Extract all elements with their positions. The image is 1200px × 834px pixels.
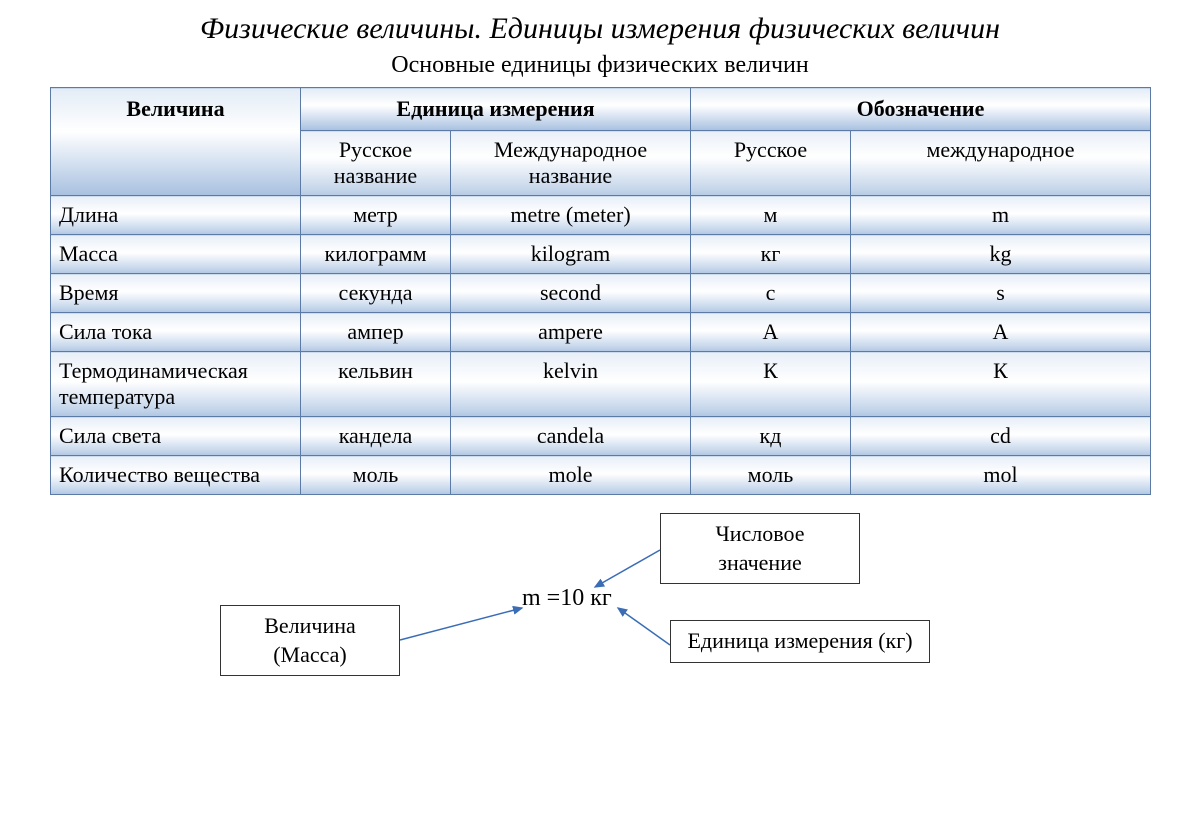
- th-unit-group: Единица измерения: [301, 88, 691, 131]
- cell-ru-sym: К: [691, 352, 851, 417]
- table-row: Сила токаамперampereАA: [51, 313, 1151, 352]
- table-row: Сила светаканделаcandelaкдcd: [51, 417, 1151, 456]
- cell-ru-name: кельвин: [301, 352, 451, 417]
- cell-int-sym: cd: [851, 417, 1151, 456]
- cell-ru-sym: с: [691, 274, 851, 313]
- cell-ru-name: моль: [301, 456, 451, 495]
- cell-quantity: Длина: [51, 196, 301, 235]
- th-ru-sym: Русское: [691, 131, 851, 196]
- cell-int-name: candela: [451, 417, 691, 456]
- cell-ru-name: секунда: [301, 274, 451, 313]
- table-row: Длинаметрmetre (meter)мm: [51, 196, 1151, 235]
- table-row: Термодинамическая температуракельвинkelv…: [51, 352, 1151, 417]
- cell-ru-sym: А: [691, 313, 851, 352]
- cell-int-sym: mol: [851, 456, 1151, 495]
- cell-quantity: Термодинамическая температура: [51, 352, 301, 417]
- cell-ru-sym: кд: [691, 417, 851, 456]
- cell-int-sym: A: [851, 313, 1151, 352]
- cell-quantity: Сила тока: [51, 313, 301, 352]
- cell-int-sym: kg: [851, 235, 1151, 274]
- table-header-row-1: Величина Единица измерения Обозначение: [51, 88, 1151, 131]
- cell-int-name: mole: [451, 456, 691, 495]
- cell-int-sym: К: [851, 352, 1151, 417]
- cell-int-sym: s: [851, 274, 1151, 313]
- units-table: Величина Единица измерения Обозначение Р…: [50, 87, 1151, 495]
- cell-ru-name: кандела: [301, 417, 451, 456]
- cell-int-name: kelvin: [451, 352, 691, 417]
- table-row: Количество веществамольmoleмольmol: [51, 456, 1151, 495]
- box-value: Числовое значение: [660, 513, 860, 584]
- th-int-name: Международное название: [451, 131, 691, 196]
- cell-quantity: Количество вещества: [51, 456, 301, 495]
- table-body: Длинаметрmetre (meter)мmМассакилограммki…: [51, 196, 1151, 495]
- cell-quantity: Масса: [51, 235, 301, 274]
- th-quantity: Величина: [51, 88, 301, 196]
- cell-ru-name: метр: [301, 196, 451, 235]
- cell-ru-sym: кг: [691, 235, 851, 274]
- cell-quantity: Время: [51, 274, 301, 313]
- subtitle: Основные единицы физических величин: [0, 50, 1200, 87]
- table-row: Массакилограммkilogramкгkg: [51, 235, 1151, 274]
- box-quantity: Величина (Масса): [220, 605, 400, 676]
- cell-ru-name: килограмм: [301, 235, 451, 274]
- cell-int-sym: m: [851, 196, 1151, 235]
- cell-ru-name: ампер: [301, 313, 451, 352]
- box-unit: Единица измерения (кг): [670, 620, 930, 663]
- th-symbol-group: Обозначение: [691, 88, 1151, 131]
- diagram: m =10 кг Величина (Масса) Числовое значе…: [50, 505, 1150, 715]
- page-title: Физические величины. Единицы измерения ф…: [0, 0, 1200, 50]
- th-int-sym: международное: [851, 131, 1151, 196]
- cell-int-name: kilogram: [451, 235, 691, 274]
- cell-quantity: Сила света: [51, 417, 301, 456]
- th-ru-name: Русское название: [301, 131, 451, 196]
- formula-text: m =10 кг: [522, 585, 612, 612]
- cell-ru-sym: м: [691, 196, 851, 235]
- cell-int-name: ampere: [451, 313, 691, 352]
- cell-int-name: second: [451, 274, 691, 313]
- cell-ru-sym: моль: [691, 456, 851, 495]
- cell-int-name: metre (meter): [451, 196, 691, 235]
- table-row: Времясекундаsecondсs: [51, 274, 1151, 313]
